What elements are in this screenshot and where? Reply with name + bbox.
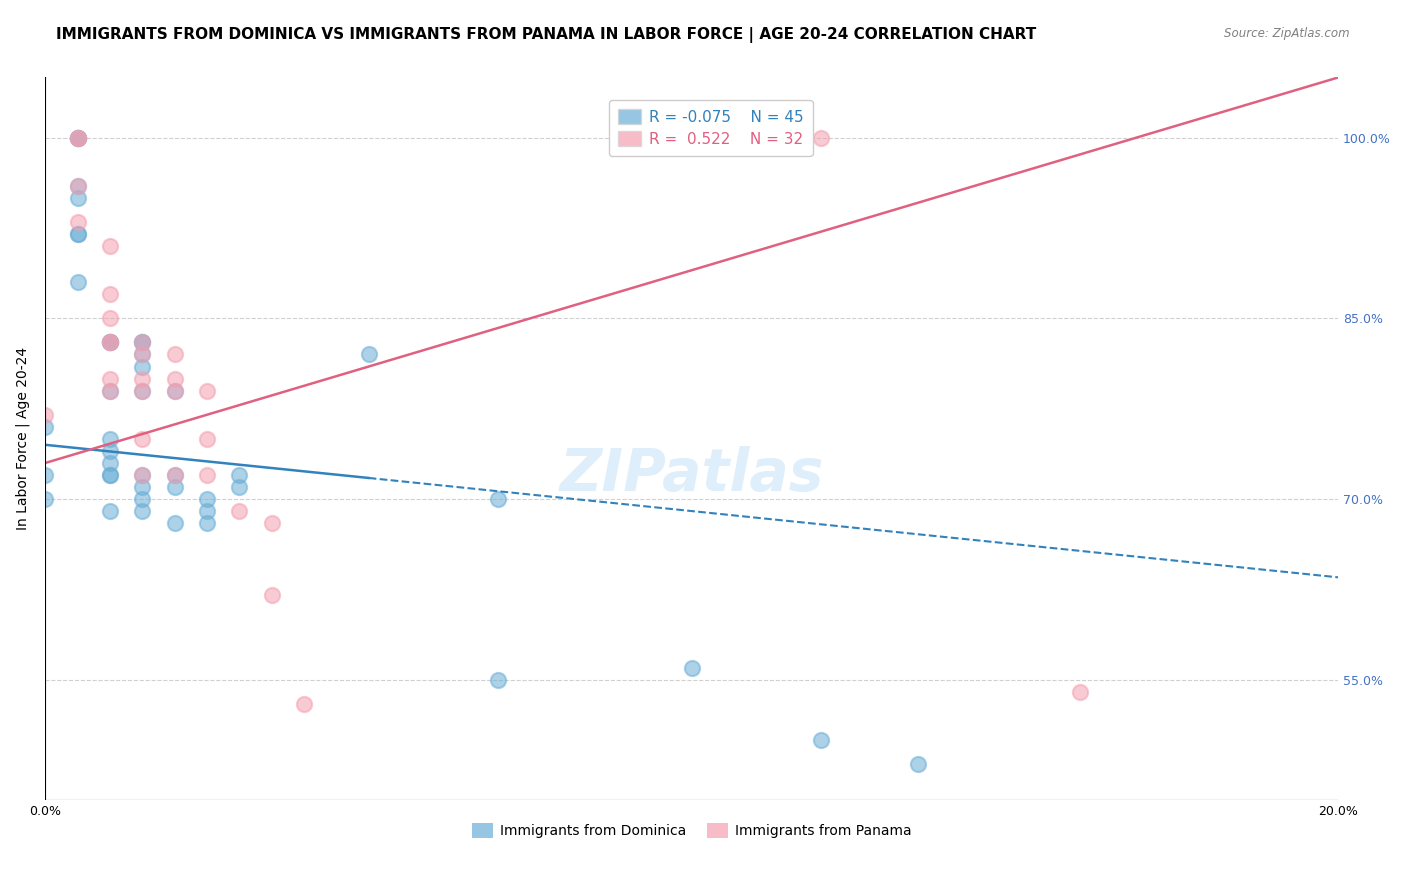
- Text: Source: ZipAtlas.com: Source: ZipAtlas.com: [1225, 27, 1350, 40]
- Point: [163, 384, 186, 398]
- Point: [228, 467, 250, 482]
- Point: [260, 588, 283, 602]
- Point: [163, 480, 186, 494]
- Point: [98, 456, 121, 470]
- Point: [66, 130, 89, 145]
- Text: IMMIGRANTS FROM DOMINICA VS IMMIGRANTS FROM PANAMA IN LABOR FORCE | AGE 20-24 CO: IMMIGRANTS FROM DOMINICA VS IMMIGRANTS F…: [56, 27, 1036, 43]
- Point: [228, 504, 250, 518]
- Point: [66, 191, 89, 205]
- Point: [66, 130, 89, 145]
- Point: [195, 467, 218, 482]
- Point: [131, 359, 153, 374]
- Point: [98, 335, 121, 350]
- Point: [98, 467, 121, 482]
- Point: [486, 491, 509, 506]
- Point: [98, 311, 121, 326]
- Point: [98, 443, 121, 458]
- Text: ZIPatlas: ZIPatlas: [560, 447, 824, 503]
- Point: [681, 130, 703, 145]
- Point: [486, 673, 509, 687]
- Point: [681, 661, 703, 675]
- Point: [98, 287, 121, 301]
- Point: [131, 347, 153, 361]
- Point: [163, 384, 186, 398]
- Point: [131, 467, 153, 482]
- Point: [163, 516, 186, 530]
- Point: [131, 384, 153, 398]
- Point: [228, 480, 250, 494]
- Point: [810, 733, 832, 747]
- Point: [66, 130, 89, 145]
- Point: [163, 467, 186, 482]
- Point: [131, 347, 153, 361]
- Point: [1069, 685, 1091, 699]
- Point: [34, 491, 56, 506]
- Point: [98, 335, 121, 350]
- Y-axis label: In Labor Force | Age 20-24: In Labor Force | Age 20-24: [15, 347, 30, 531]
- Legend: Immigrants from Dominica, Immigrants from Panama: Immigrants from Dominica, Immigrants fro…: [467, 818, 917, 844]
- Point: [810, 130, 832, 145]
- Point: [131, 371, 153, 385]
- Point: [66, 275, 89, 289]
- Point: [195, 432, 218, 446]
- Point: [195, 491, 218, 506]
- Point: [907, 757, 929, 772]
- Point: [131, 504, 153, 518]
- Point: [163, 347, 186, 361]
- Point: [98, 335, 121, 350]
- Point: [66, 130, 89, 145]
- Point: [131, 480, 153, 494]
- Point: [131, 384, 153, 398]
- Point: [131, 432, 153, 446]
- Point: [98, 384, 121, 398]
- Point: [163, 371, 186, 385]
- Point: [98, 467, 121, 482]
- Point: [131, 335, 153, 350]
- Point: [66, 227, 89, 241]
- Point: [131, 491, 153, 506]
- Point: [195, 504, 218, 518]
- Point: [195, 384, 218, 398]
- Point: [66, 227, 89, 241]
- Point: [98, 504, 121, 518]
- Point: [357, 347, 380, 361]
- Point: [98, 335, 121, 350]
- Point: [34, 419, 56, 434]
- Point: [66, 178, 89, 193]
- Point: [66, 178, 89, 193]
- Point: [34, 467, 56, 482]
- Point: [98, 239, 121, 253]
- Point: [292, 697, 315, 711]
- Point: [195, 516, 218, 530]
- Point: [98, 371, 121, 385]
- Point: [34, 408, 56, 422]
- Point: [260, 516, 283, 530]
- Point: [66, 130, 89, 145]
- Point: [131, 467, 153, 482]
- Point: [98, 432, 121, 446]
- Point: [66, 215, 89, 229]
- Point: [163, 467, 186, 482]
- Point: [98, 384, 121, 398]
- Point: [131, 335, 153, 350]
- Point: [131, 335, 153, 350]
- Point: [98, 335, 121, 350]
